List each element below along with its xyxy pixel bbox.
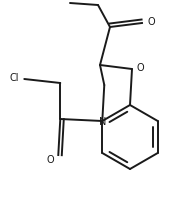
Text: O: O bbox=[136, 63, 144, 73]
Text: O: O bbox=[47, 155, 54, 165]
Text: Cl: Cl bbox=[10, 73, 19, 83]
Text: O: O bbox=[147, 17, 155, 27]
Text: N: N bbox=[99, 117, 106, 127]
Text: O: O bbox=[93, 0, 101, 2]
